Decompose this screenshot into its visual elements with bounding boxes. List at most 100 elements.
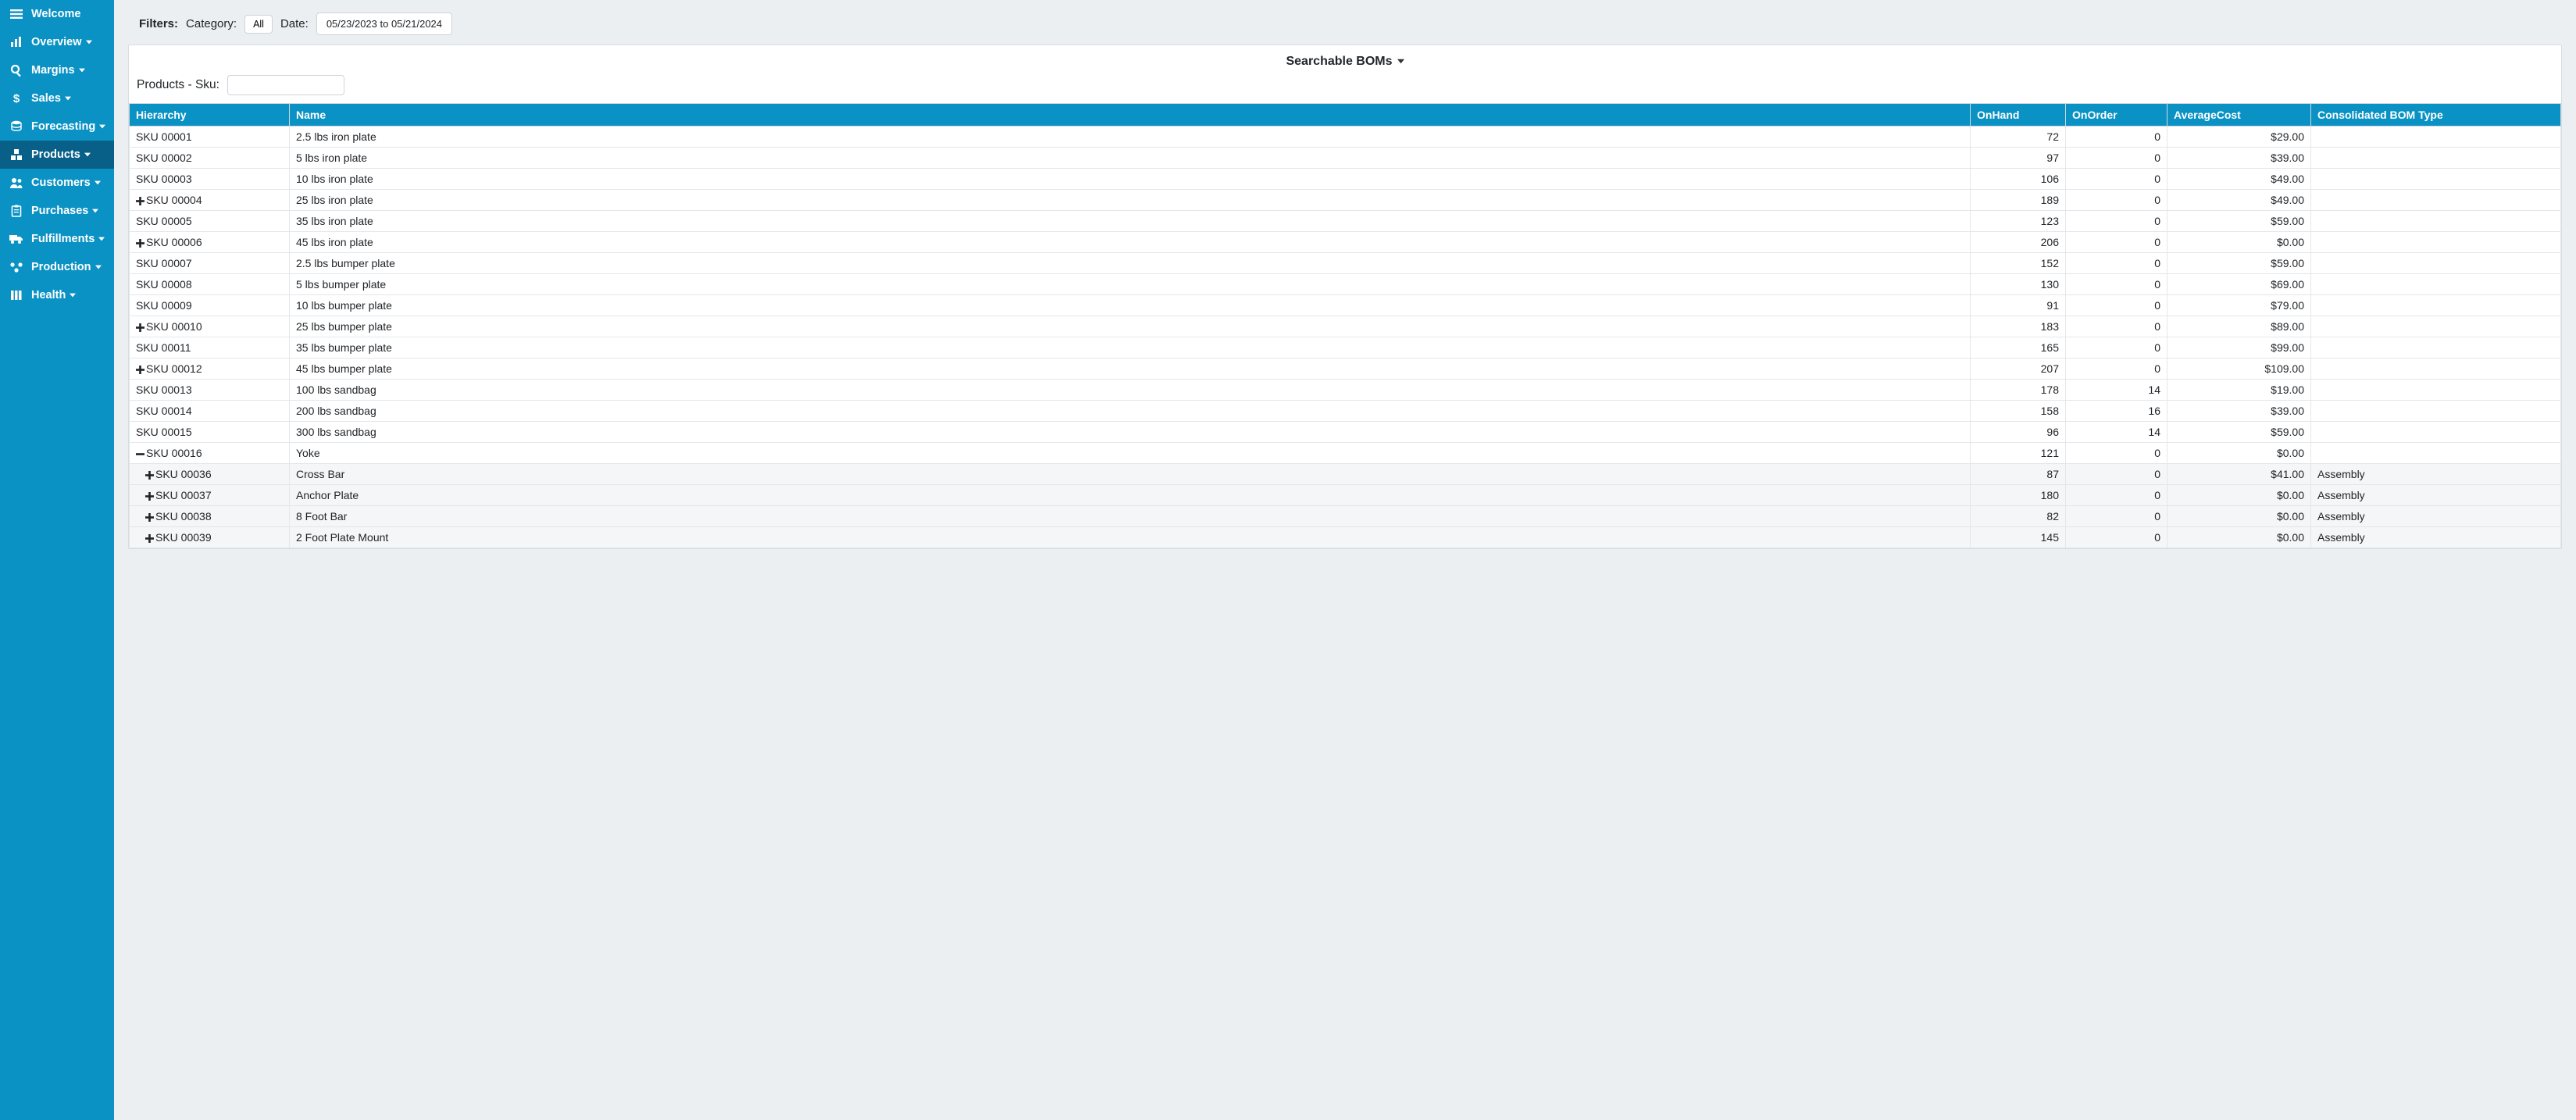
sidebar-item-overview[interactable]: Overview (0, 28, 114, 56)
table-row[interactable]: SKU 0000910 lbs bumper plate910$79.00 (130, 295, 2561, 316)
cell-hierarchy: SKU 00010 (130, 316, 290, 337)
cell-onorder: 0 (2066, 464, 2167, 485)
table-row[interactable]: SKU 000072.5 lbs bumper plate1520$59.00 (130, 253, 2561, 274)
table-row[interactable]: SKU 000012.5 lbs iron plate720$29.00 (130, 127, 2561, 148)
cell-hierarchy: SKU 00012 (130, 358, 290, 380)
table-row[interactable]: SKU 00015300 lbs sandbag9614$59.00 (130, 422, 2561, 443)
sku-text: SKU 00007 (136, 257, 192, 269)
category-selector[interactable]: All (244, 15, 273, 34)
cell-hierarchy: SKU 00004 (130, 190, 290, 211)
sidebar-item-label: Forecasting (31, 120, 95, 133)
table-row[interactable]: SKU 00013100 lbs sandbag17814$19.00 (130, 380, 2561, 401)
caret-down-icon (65, 92, 71, 105)
sku-text: SKU 00012 (146, 362, 202, 375)
filters-bar: Filters: Category: All Date: 05/23/2023 … (139, 12, 2562, 35)
sidebar-item-label: Welcome (31, 8, 80, 20)
caret-down-icon (95, 261, 102, 273)
cell-avgcost: $59.00 (2167, 253, 2311, 274)
cell-name: 200 lbs sandbag (290, 401, 1971, 422)
cell-onorder: 0 (2066, 253, 2167, 274)
table-row[interactable]: SKU 0001135 lbs bumper plate1650$99.00 (130, 337, 2561, 358)
table-row[interactable]: SKU 000388 Foot Bar820$0.00Assembly (130, 506, 2561, 527)
chart-bar-icon (9, 36, 23, 48)
cell-onorder: 0 (2066, 358, 2167, 380)
cell-onhand: 207 (1971, 358, 2066, 380)
sidebar-item-products[interactable]: Products (0, 141, 114, 169)
sidebar-item-label: Purchases (31, 205, 88, 217)
sku-text: SKU 00001 (136, 130, 192, 143)
table-row[interactable]: SKU 0001245 lbs bumper plate2070$109.00 (130, 358, 2561, 380)
table-row[interactable]: SKU 0000310 lbs iron plate1060$49.00 (130, 169, 2561, 190)
sidebar-item-forecasting[interactable]: Forecasting (0, 112, 114, 141)
cell-onorder: 0 (2066, 316, 2167, 337)
sidebar-item-health[interactable]: Health (0, 281, 114, 309)
cell-name: 25 lbs iron plate (290, 190, 1971, 211)
table-row[interactable]: SKU 00016Yoke1210$0.00 (130, 443, 2561, 464)
sku-text: SKU 00016 (146, 447, 202, 459)
expand-plus-icon[interactable] (145, 492, 154, 501)
table-row[interactable]: SKU 0000645 lbs iron plate2060$0.00 (130, 232, 2561, 253)
caret-down-icon (79, 64, 85, 77)
cell-onorder: 0 (2066, 527, 2167, 548)
sidebar-item-customers[interactable]: Customers (0, 169, 114, 197)
sku-text: SKU 00004 (146, 194, 202, 206)
table-row[interactable]: SKU 000392 Foot Plate Mount1450$0.00Asse… (130, 527, 2561, 548)
search-icon (9, 64, 23, 77)
expand-plus-icon[interactable] (136, 239, 144, 248)
cell-bomtype: Assembly (2311, 506, 2561, 527)
column-header-hierarchy[interactable]: Hierarchy (130, 104, 290, 127)
expand-plus-icon[interactable] (136, 323, 144, 332)
cell-name: 8 Foot Bar (290, 506, 1971, 527)
expand-plus-icon[interactable] (136, 366, 144, 374)
table-row[interactable]: SKU 0000535 lbs iron plate1230$59.00 (130, 211, 2561, 232)
table-header-row: HierarchyNameOnHandOnOrderAverageCostCon… (130, 104, 2561, 127)
cell-bomtype: Assembly (2311, 527, 2561, 548)
cell-name: 100 lbs sandbag (290, 380, 1971, 401)
cell-hierarchy: SKU 00039 (130, 527, 290, 548)
cell-bomtype (2311, 169, 2561, 190)
cluster-icon (9, 261, 23, 273)
cell-onhand: 180 (1971, 485, 2066, 506)
sidebar-item-label: Customers (31, 177, 91, 189)
table-row[interactable]: SKU 00014200 lbs sandbag15816$39.00 (130, 401, 2561, 422)
sidebar-item-margins[interactable]: Margins (0, 56, 114, 84)
collapse-minus-icon[interactable] (136, 450, 144, 458)
sidebar-item-fulfillments[interactable]: Fulfillments (0, 225, 114, 253)
sidebar-item-purchases[interactable]: Purchases (0, 197, 114, 225)
column-header-name[interactable]: Name (290, 104, 1971, 127)
column-header-avgcost[interactable]: AverageCost (2167, 104, 2311, 127)
table-row[interactable]: SKU 0001025 lbs bumper plate1830$89.00 (130, 316, 2561, 337)
sku-filter-input[interactable] (227, 75, 344, 95)
table-row[interactable]: SKU 000085 lbs bumper plate1300$69.00 (130, 274, 2561, 295)
date-range-picker[interactable]: 05/23/2023 to 05/21/2024 (316, 12, 452, 35)
column-header-onhand[interactable]: OnHand (1971, 104, 2066, 127)
expand-plus-icon[interactable] (136, 197, 144, 205)
cell-onhand: 206 (1971, 232, 2066, 253)
table-row[interactable]: SKU 00036Cross Bar870$41.00Assembly (130, 464, 2561, 485)
sku-text: SKU 00013 (136, 383, 192, 396)
cell-avgcost: $99.00 (2167, 337, 2311, 358)
sidebar-item-production[interactable]: Production (0, 253, 114, 281)
cell-onorder: 0 (2066, 211, 2167, 232)
table-row[interactable]: SKU 000025 lbs iron plate970$39.00 (130, 148, 2561, 169)
sidebar-item-sales[interactable]: $Sales (0, 84, 114, 112)
cell-hierarchy: SKU 00036 (130, 464, 290, 485)
table-row[interactable]: SKU 0000425 lbs iron plate1890$49.00 (130, 190, 2561, 211)
table-row[interactable]: SKU 00037Anchor Plate1800$0.00Assembly (130, 485, 2561, 506)
filters-title: Filters: (139, 17, 178, 30)
card-header[interactable]: Searchable BOMs (129, 45, 2561, 75)
sidebar-item-welcome[interactable]: Welcome (0, 0, 114, 28)
sidebar-item-label: Fulfillments (31, 233, 95, 245)
bom-table: HierarchyNameOnHandOnOrderAverageCostCon… (129, 103, 2561, 548)
column-header-bomtype[interactable]: Consolidated BOM Type (2311, 104, 2561, 127)
cell-onorder: 14 (2066, 422, 2167, 443)
expand-plus-icon[interactable] (145, 513, 154, 522)
cell-name: Anchor Plate (290, 485, 1971, 506)
cell-bomtype (2311, 401, 2561, 422)
truck-icon (9, 233, 23, 245)
expand-plus-icon[interactable] (145, 534, 154, 543)
sidebar-item-label: Overview (31, 36, 82, 48)
expand-plus-icon[interactable] (145, 471, 154, 480)
column-header-onorder[interactable]: OnOrder (2066, 104, 2167, 127)
cell-hierarchy: SKU 00009 (130, 295, 290, 316)
